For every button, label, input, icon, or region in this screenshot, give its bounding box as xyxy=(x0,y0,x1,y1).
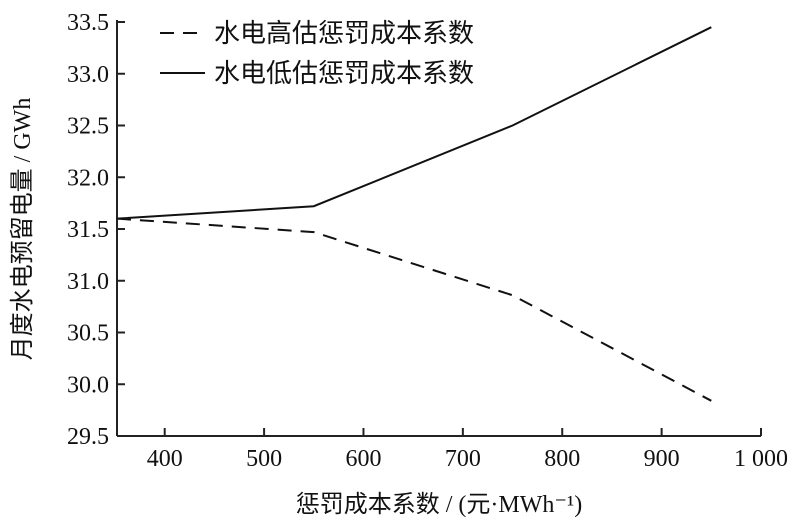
y-tick-label: 33.5 xyxy=(67,10,109,36)
x-axis-label: 惩罚成本系数 / (元·MWh⁻¹) xyxy=(296,491,583,518)
y-tick-label: 33.0 xyxy=(67,62,109,88)
axes: 400 500 600 700 800 900 1 000 29.5 30.0 30.5 31.0 3… xyxy=(67,10,788,472)
x-tick-label: 700 xyxy=(445,446,481,472)
legend-label-2: 水电低估惩罚成本系数 xyxy=(214,59,474,88)
x-tick-label: 500 xyxy=(246,446,282,472)
series-group xyxy=(116,26,712,402)
y-tick-label: 30.5 xyxy=(67,321,109,347)
y-tick-label: 31.5 xyxy=(67,217,109,243)
x-tick-label: 800 xyxy=(544,446,580,472)
x-tick-label: 900 xyxy=(644,446,680,472)
series-line-1 xyxy=(116,217,712,402)
legend-label-1: 水电高估惩罚成本系数 xyxy=(214,19,474,48)
series-line-2 xyxy=(116,26,712,220)
y-tick-label: 32.0 xyxy=(67,165,109,191)
y-axis-label: 月度水电预留电量 / GWh xyxy=(9,98,36,361)
x-tick-label: 400 xyxy=(147,446,183,472)
y-tick-label: 32.5 xyxy=(67,114,109,140)
y-tick-label: 29.5 xyxy=(67,424,109,450)
x-tick-label: 1 000 xyxy=(734,446,788,472)
y-tick-label: 31.0 xyxy=(67,269,109,295)
x-tick-label: 600 xyxy=(345,446,381,472)
y-tick-label: 30.0 xyxy=(67,372,109,398)
